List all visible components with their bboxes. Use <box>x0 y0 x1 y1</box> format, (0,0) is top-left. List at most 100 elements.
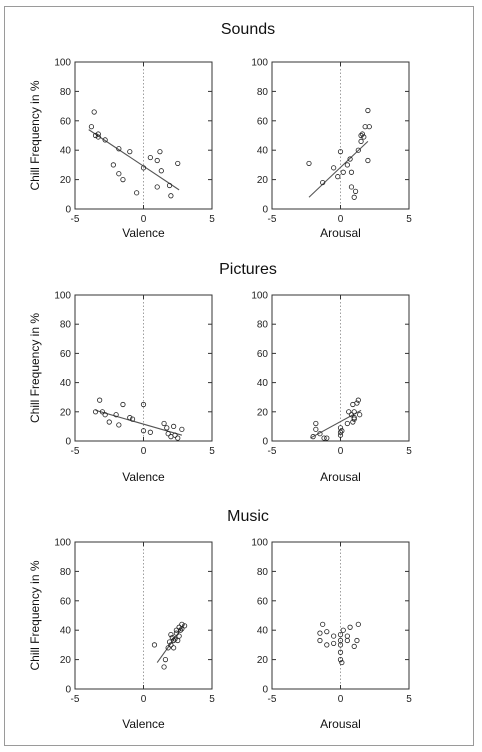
data-point <box>169 634 175 641</box>
x-axis-label: Valence <box>122 470 165 484</box>
data-point <box>116 422 122 428</box>
data-point <box>344 162 350 168</box>
data-point <box>161 664 167 670</box>
data-point <box>357 412 363 418</box>
data-point <box>337 149 344 155</box>
y-axis-label: Chill Frequency in % <box>28 560 42 670</box>
data-point <box>337 425 344 431</box>
data-point <box>172 636 178 642</box>
y-tick-label: 60 <box>60 116 72 127</box>
y-tick-label: 100 <box>54 291 71 302</box>
data-point <box>175 435 181 441</box>
data-point <box>346 409 352 415</box>
data-point <box>102 412 108 418</box>
y-tick-label: 40 <box>60 626 72 637</box>
data-point <box>134 190 140 196</box>
y-tick-label: 100 <box>54 538 71 549</box>
section-title-pictures: Pictures <box>219 261 277 278</box>
x-axis-label: Arousal <box>320 226 361 240</box>
data-point <box>177 627 184 633</box>
data-point <box>358 138 364 144</box>
data-point <box>351 415 357 421</box>
y-tick-label: 60 <box>60 349 72 360</box>
y-tick-label: 80 <box>257 87 269 98</box>
data-point <box>351 416 357 422</box>
data-point <box>147 429 153 435</box>
data-point <box>166 182 173 189</box>
regression-line <box>95 409 183 436</box>
y-tick-label: 80 <box>60 320 72 331</box>
data-point <box>317 431 323 437</box>
data-point <box>344 420 350 427</box>
data-point <box>162 656 169 663</box>
data-point <box>320 621 326 627</box>
data-point <box>175 637 181 644</box>
data-point <box>171 645 177 651</box>
data-point <box>348 412 355 418</box>
y-tick-label: 60 <box>257 116 269 127</box>
y-tick-label: 0 <box>65 205 71 216</box>
data-point <box>88 124 95 130</box>
data-point <box>113 412 119 418</box>
x-tick-label: -5 <box>268 694 277 705</box>
data-point <box>355 621 361 627</box>
data-point <box>321 435 327 441</box>
x-tick-label: 5 <box>406 214 412 225</box>
x-tick-label: -5 <box>268 446 277 457</box>
data-point <box>320 179 326 186</box>
data-point <box>306 160 312 167</box>
x-tick-label: 0 <box>338 694 344 705</box>
data-point <box>337 637 344 644</box>
data-point <box>358 132 364 139</box>
section-title-music: Music <box>227 508 269 525</box>
data-point <box>176 624 182 630</box>
data-point <box>359 131 366 137</box>
y-tick-label: 40 <box>60 378 72 389</box>
x-tick-label: -5 <box>71 446 80 457</box>
data-point <box>91 109 97 115</box>
data-point <box>354 637 360 644</box>
section-title-sounds: Sounds <box>221 21 275 38</box>
data-point <box>95 131 101 137</box>
data-point <box>116 171 122 177</box>
data-point <box>171 423 177 429</box>
y-tick-label: 0 <box>65 685 71 696</box>
data-point <box>348 184 355 190</box>
data-point <box>165 431 171 437</box>
data-point <box>337 656 344 663</box>
data-point <box>151 642 158 648</box>
x-tick-label: -5 <box>268 214 277 225</box>
data-point <box>164 425 170 431</box>
y-tick-label: 60 <box>257 349 269 360</box>
data-point <box>99 409 106 415</box>
x-tick-label: 5 <box>209 694 215 705</box>
data-point <box>344 633 350 639</box>
data-point <box>324 435 330 441</box>
data-point <box>147 154 153 161</box>
data-point <box>165 645 171 651</box>
data-point <box>354 400 360 406</box>
data-point <box>168 193 174 199</box>
data-point <box>110 162 116 168</box>
data-point <box>127 415 133 421</box>
y-tick-label: 40 <box>257 626 269 637</box>
data-point <box>140 165 147 171</box>
data-point <box>179 426 185 432</box>
regression-line <box>310 409 362 439</box>
y-tick-label: 20 <box>257 407 269 418</box>
data-point <box>317 637 323 644</box>
y-tick-label: 20 <box>60 407 72 418</box>
y-axis-label: Chill Frequency in % <box>28 80 42 190</box>
y-tick-label: 0 <box>262 437 268 448</box>
y-tick-label: 80 <box>60 567 72 578</box>
data-point <box>168 642 174 648</box>
data-point <box>92 409 99 415</box>
y-tick-label: 100 <box>54 58 71 69</box>
x-tick-label: -5 <box>71 214 80 225</box>
data-point <box>102 137 108 143</box>
